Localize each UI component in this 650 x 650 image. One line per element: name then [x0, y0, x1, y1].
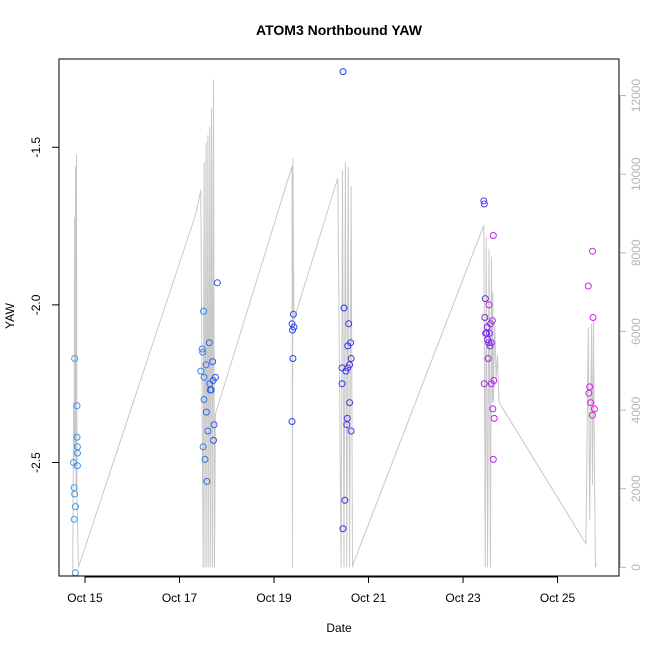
data-point	[589, 247, 596, 255]
y2-tick-label: 12000	[629, 79, 643, 113]
x-tick-label: Oct 15	[67, 591, 103, 605]
data-point	[210, 436, 217, 444]
data-point	[490, 414, 498, 422]
data-point	[488, 317, 496, 325]
y-tick-label: -2.0	[29, 294, 43, 315]
data-point	[73, 462, 81, 470]
data-point	[200, 373, 208, 381]
data-point	[341, 496, 349, 504]
data-point	[202, 361, 210, 369]
data-point	[338, 380, 346, 388]
data-point	[344, 364, 352, 372]
data-point	[485, 339, 493, 347]
data-point	[203, 477, 211, 485]
data-point	[485, 301, 493, 309]
data-point	[486, 329, 493, 337]
plot-frame	[58, 58, 620, 577]
data-point	[71, 490, 79, 498]
x-tick-label: Oct 23	[445, 591, 481, 605]
data-point	[584, 282, 592, 290]
secondary-line	[72, 79, 597, 577]
data-point	[211, 373, 219, 381]
data-point	[210, 421, 218, 429]
data-point	[198, 345, 206, 353]
data-point	[490, 377, 498, 384]
data-point	[585, 389, 593, 397]
x-tick-label: Oct 25	[540, 591, 576, 605]
data-point	[339, 525, 347, 533]
data-point	[288, 418, 296, 425]
data-point	[347, 427, 355, 435]
data-point	[346, 399, 354, 407]
data-point	[489, 232, 497, 239]
data-point	[590, 405, 598, 413]
data-point	[73, 402, 81, 410]
data-point	[481, 314, 489, 321]
y2-tick-label: 2000	[629, 475, 643, 502]
data-point	[72, 503, 79, 511]
data-point	[205, 339, 213, 347]
data-point	[480, 197, 488, 205]
data-point	[480, 380, 488, 388]
data-point	[204, 427, 212, 435]
data-point	[481, 295, 489, 303]
data-point	[343, 421, 351, 429]
data-point	[200, 307, 208, 315]
data-point	[484, 355, 492, 362]
data-point	[489, 455, 497, 463]
y2-tick-label: 10000	[629, 157, 643, 191]
data-point	[199, 348, 207, 356]
data-point	[289, 310, 297, 318]
data-point	[71, 355, 79, 362]
data-point	[290, 323, 298, 331]
x-tick-label: Oct 19	[256, 591, 292, 605]
data-point	[70, 515, 78, 523]
data-point	[589, 314, 597, 321]
data-point	[587, 399, 595, 407]
y-tick-label: -1.5	[29, 137, 43, 158]
data-point	[347, 355, 355, 362]
y2-tick-label: 0	[629, 564, 643, 571]
data-point	[209, 358, 217, 366]
data-point	[207, 386, 215, 394]
axes: Oct 15 Oct 17 Oct 19 Oct 21 Oct 23 Oct 25 -2.5…	[29, 79, 643, 605]
data-point	[589, 411, 596, 419]
data-point	[340, 304, 348, 312]
data-point	[486, 342, 494, 350]
data-point	[480, 200, 488, 208]
data-point	[197, 367, 205, 375]
x-tick-label: Oct 21	[351, 591, 387, 605]
y2-tick-label: 8000	[629, 239, 643, 266]
data-point	[489, 405, 497, 413]
secondary-line-series	[72, 79, 597, 577]
x-tick-label: Oct 17	[162, 591, 198, 605]
data-point	[347, 339, 355, 347]
x-axis-label: Date	[326, 621, 352, 635]
data-point	[199, 443, 207, 451]
chart-title: ATOM3 Northbound YAW	[256, 22, 423, 38]
data-point	[289, 355, 297, 362]
points-series	[70, 68, 598, 577]
y-tick-label: -2.5	[29, 452, 43, 473]
data-point	[345, 320, 353, 328]
data-point	[201, 455, 209, 463]
data-point	[200, 396, 208, 403]
y-axis-label: YAW	[3, 302, 17, 329]
data-point	[487, 339, 495, 347]
data-point	[73, 433, 81, 441]
data-point	[202, 408, 210, 416]
data-point	[213, 279, 221, 287]
y2-tick-label: 4000	[629, 396, 643, 423]
y2-tick-label: 6000	[629, 318, 643, 345]
data-point	[339, 68, 347, 76]
data-point	[73, 449, 81, 457]
